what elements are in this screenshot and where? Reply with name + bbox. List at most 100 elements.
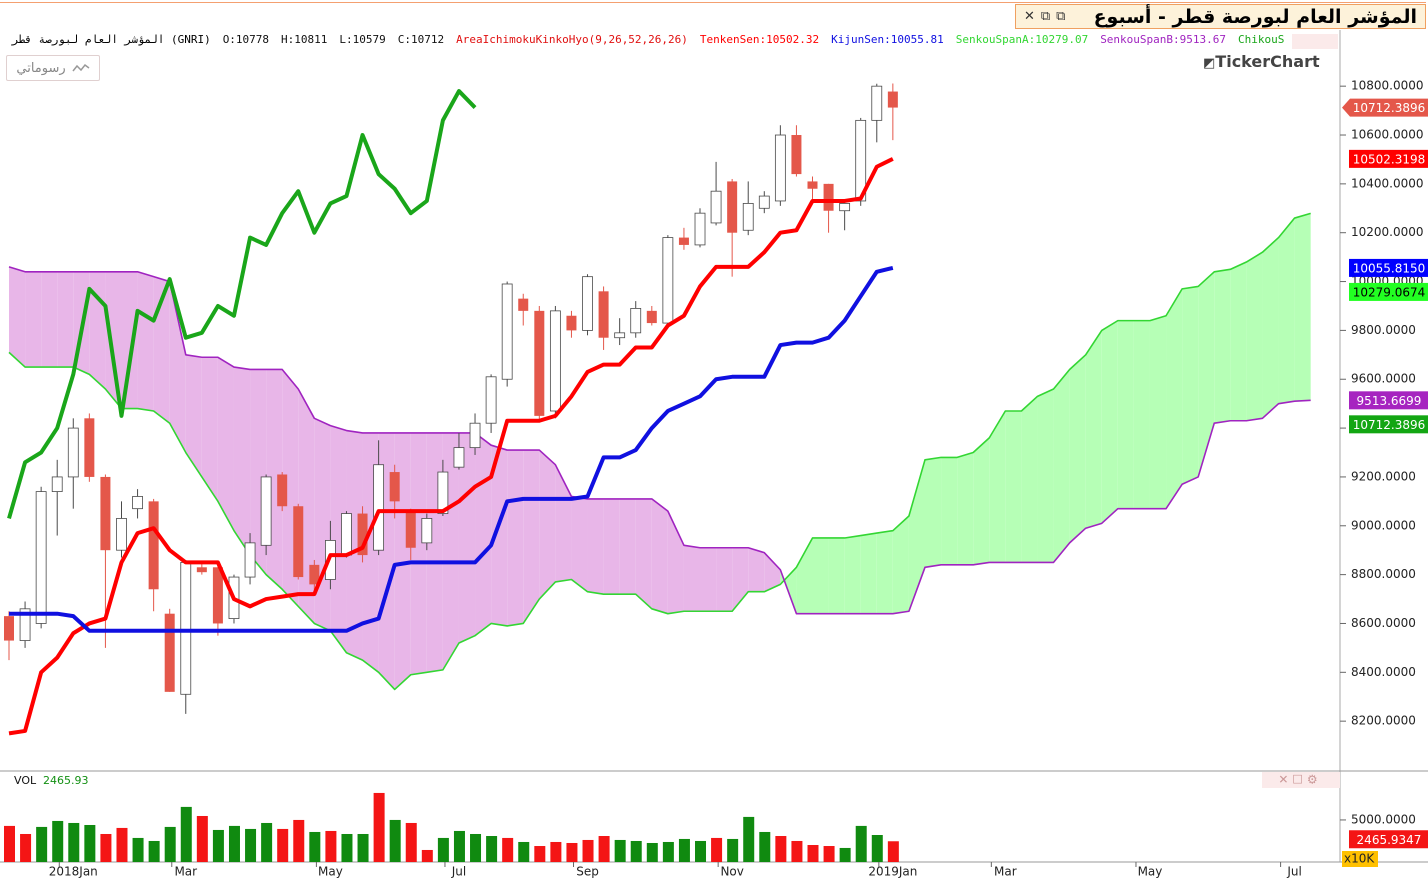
ohlc-text: O:10778 <box>222 33 270 46</box>
drawings-icon <box>72 63 90 72</box>
candle-body <box>807 181 818 189</box>
legend-header: المؤشر العام لبورصة قطر (GNRI) O:10778 H:… <box>12 33 1284 46</box>
title-bar: ✕⧉⧉ المؤشر العام لبورصة قطر - أسبوع <box>1015 4 1426 29</box>
volume-bar <box>261 822 273 862</box>
y-tick-label: 8600.0000 <box>1351 616 1416 630</box>
y-tick-label: 9800.0000 <box>1351 323 1416 337</box>
volume-bar <box>887 841 899 862</box>
candle-body <box>19 608 31 641</box>
drawings-button[interactable]: رسوماتي <box>6 55 100 81</box>
cloud-segment <box>603 498 620 595</box>
cloud-segment <box>924 457 942 568</box>
panel-icons[interactable] <box>1292 34 1338 49</box>
indicator-line <box>8 157 894 736</box>
candle-body <box>100 476 111 551</box>
volume-bar <box>614 839 626 862</box>
volume-bar <box>132 837 144 862</box>
cloud-segment <box>1005 410 1022 563</box>
volume-bar <box>325 830 337 862</box>
volume-bar <box>20 833 32 862</box>
volume-bar <box>293 819 305 862</box>
volume-bar <box>550 841 562 862</box>
cloud-segment <box>458 432 476 644</box>
cloud-segment <box>153 276 170 424</box>
ohlc-text: C:10712 <box>397 33 445 46</box>
candle-body <box>855 119 867 202</box>
cloud-segment <box>89 271 106 390</box>
unit-badge-text: x10K <box>1344 852 1375 866</box>
volume-bar <box>164 826 176 862</box>
x-tick-label: Jul <box>1286 865 1301 879</box>
candle-body <box>566 315 577 331</box>
cloud-segment <box>732 547 749 612</box>
top-border <box>0 2 1426 3</box>
ohlc-text: H:10811 <box>281 33 328 46</box>
y-tick-label: 10600.0000 <box>1351 128 1424 142</box>
x-tick-label: Jul <box>451 865 466 879</box>
cloud-segment <box>780 567 797 614</box>
window-icons[interactable]: ✕⧉⧉ <box>1024 9 1072 24</box>
panel-icons[interactable] <box>1262 772 1340 788</box>
volume-bar <box>245 828 257 862</box>
y-tick-label: 8800.0000 <box>1351 567 1416 581</box>
indicator-line <box>8 266 1311 615</box>
volume-bar <box>582 839 594 862</box>
cloud-segment <box>41 271 58 368</box>
cloud-segment <box>1021 396 1038 563</box>
candle-body <box>549 310 561 412</box>
cloud-segment <box>250 369 267 575</box>
volume-bar <box>534 846 546 862</box>
cloud-segment <box>426 432 443 673</box>
candle-body <box>518 298 529 311</box>
candle-body <box>373 464 385 551</box>
candle-body <box>51 476 63 492</box>
volume-bar <box>373 792 385 862</box>
candle-body <box>405 511 416 548</box>
cloud-segment <box>25 271 42 368</box>
volume-bar <box>405 822 417 862</box>
cloud-segment <box>1069 354 1086 543</box>
price-tag-label: 10502.3198 <box>1353 152 1426 166</box>
symbol: المؤشر العام لبورصة قطر (GNRI) <box>12 33 211 46</box>
legend-entry: SenkouSpanB:9513.67 <box>1100 33 1227 46</box>
cloud-segment <box>57 271 74 368</box>
volume-bar <box>727 838 739 862</box>
volume-bar <box>470 833 482 862</box>
volume-bar <box>389 819 401 862</box>
cloud-segment <box>1262 237 1279 419</box>
candle-body <box>791 135 802 175</box>
cloud-segment <box>828 537 845 614</box>
price-tag <box>1349 258 1428 277</box>
indicator-name: AreaIchimokuKinkoHyo(9,26,52,26,26) <box>456 33 688 46</box>
volume-bar <box>807 845 819 862</box>
volume-bar <box>341 833 353 862</box>
cloud-segment <box>298 389 315 624</box>
volume-bar <box>277 828 289 862</box>
price-tag <box>1349 391 1428 410</box>
cloud-segment <box>233 367 251 556</box>
price-tag-label: 10712.3896 <box>1353 101 1426 115</box>
volume-bar <box>775 836 787 862</box>
cloud-segment <box>1117 320 1134 509</box>
candle-body <box>727 181 738 233</box>
price-tag-label: 10055.8150 <box>1353 261 1426 275</box>
indicator-line <box>8 212 1311 691</box>
candle-body <box>871 85 883 121</box>
cloud-segment <box>667 511 684 614</box>
cloud-segment <box>908 459 925 612</box>
y-tick-label: 9400.0000 <box>1351 421 1416 435</box>
candle-body <box>501 283 513 380</box>
y-tick-label: 10200.0000 <box>1351 225 1424 239</box>
price-tag-label: 2465.9347 <box>1357 833 1422 847</box>
cloud-segment <box>1198 271 1215 477</box>
y-tick-label: 10800.0000 <box>1351 79 1424 93</box>
volume-bar <box>196 815 208 862</box>
cloud-segment <box>442 432 459 670</box>
volume-bar <box>695 840 707 862</box>
price-tag <box>1349 149 1428 168</box>
cloud-segment <box>1037 389 1054 563</box>
x-tick-label: Nov <box>720 865 743 879</box>
candle-body <box>228 576 240 619</box>
cloud-segment <box>764 552 781 592</box>
